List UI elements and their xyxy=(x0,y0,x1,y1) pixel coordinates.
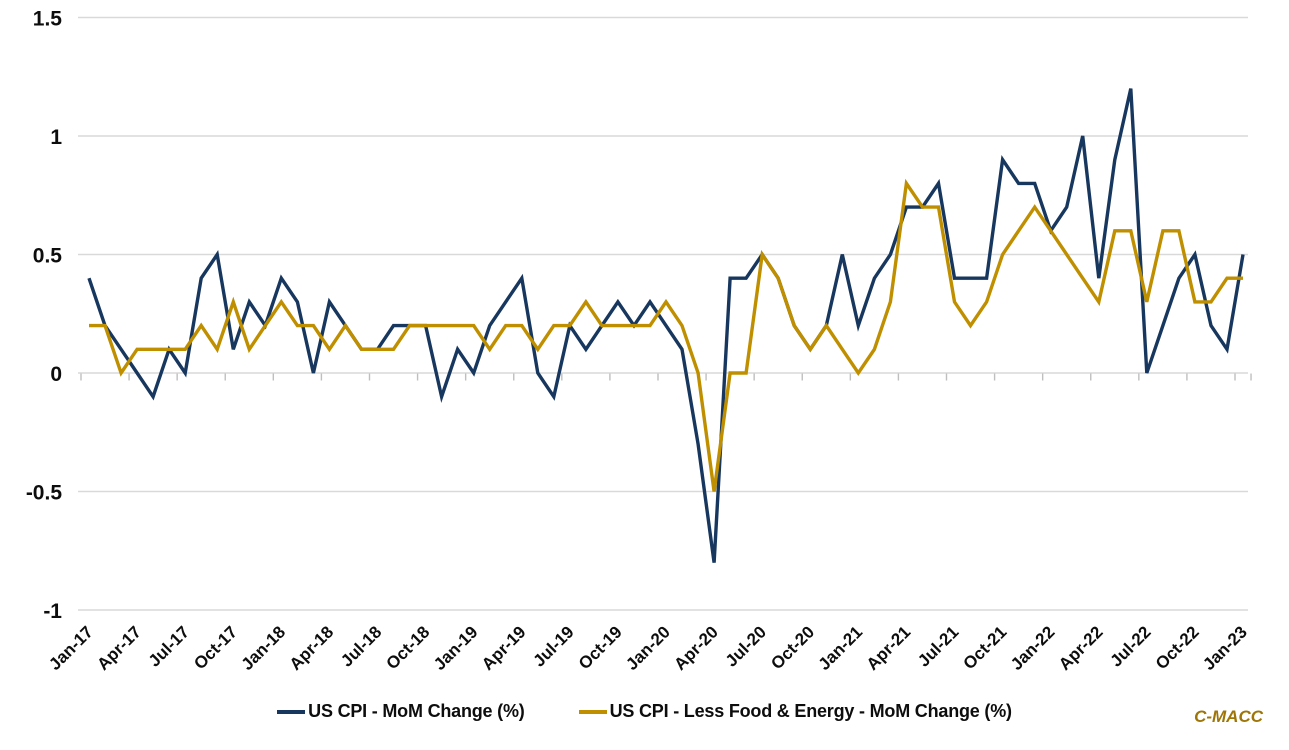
y-axis-tick-label: 0.5 xyxy=(33,245,63,268)
us-cpi-line-swatch xyxy=(277,709,306,714)
x-axis-tick-label: Jul-20 xyxy=(722,622,770,670)
x-axis-tick-label: Apr-19 xyxy=(478,622,530,674)
x-axis-tick-label: Jul-17 xyxy=(145,622,193,670)
x-axis-tick-label: Jan-22 xyxy=(1007,622,1059,674)
y-axis-tick-label: -1 xyxy=(43,600,62,623)
y-axis-tick-label: 0 xyxy=(50,363,62,386)
cmacc-watermark: C-MACC xyxy=(1194,707,1263,726)
x-axis-tick-label: Oct-20 xyxy=(767,622,818,673)
x-axis-tick-label: Apr-21 xyxy=(863,622,915,674)
us-cpi-core-mom-line xyxy=(89,178,1243,492)
x-axis-tick-label: Oct-21 xyxy=(960,622,1011,673)
x-axis-tick-label: Oct-19 xyxy=(575,622,626,673)
x-axis-tick-label: Oct-22 xyxy=(1152,622,1203,673)
legend-label-core-cpi: US CPI - Less Food & Energy - MoM Change… xyxy=(609,701,1012,721)
x-axis-tick-label: Jan-23 xyxy=(1199,622,1251,674)
y-axis-tick-label: 1.5 xyxy=(33,8,63,31)
x-axis-tick-label: Oct-18 xyxy=(383,622,434,673)
x-axis-tick-label: Jul-19 xyxy=(529,622,577,670)
core-cpi-line-swatch xyxy=(578,709,607,714)
x-axis-tick-label: Jul-21 xyxy=(914,622,962,670)
legend-item-core-cpi: US CPI - Less Food & Energy - MoM Change… xyxy=(578,701,1012,722)
x-axis-tick-label: Apr-22 xyxy=(1055,622,1107,674)
x-axis-tick-label: Apr-17 xyxy=(93,622,145,674)
x-axis-tick-label: Jan-17 xyxy=(45,622,97,674)
chart-legend: US CPI - MoM Change (%) US CPI - Less Fo… xyxy=(0,701,1289,722)
legend-label-us-cpi: US CPI - MoM Change (%) xyxy=(308,701,525,721)
x-axis-tick-label: Jul-18 xyxy=(337,622,385,670)
x-axis-tick-label: Jul-22 xyxy=(1106,622,1154,670)
y-axis-tick-label: 1 xyxy=(50,126,62,149)
legend-item-us-cpi: US CPI - MoM Change (%) xyxy=(277,701,525,722)
y-axis-tick-label: -0.5 xyxy=(26,482,63,505)
x-axis-tick-label: Jan-21 xyxy=(815,622,867,674)
x-axis-tick-label: Jan-18 xyxy=(238,622,290,674)
x-axis-tick-label: Apr-18 xyxy=(286,622,338,674)
x-axis-tick-label: Apr-20 xyxy=(670,622,722,674)
x-axis-tick-label: Jan-19 xyxy=(430,622,482,674)
x-axis-tick-label: Jan-20 xyxy=(622,622,674,674)
x-axis-tick-label: Oct-17 xyxy=(190,622,241,673)
